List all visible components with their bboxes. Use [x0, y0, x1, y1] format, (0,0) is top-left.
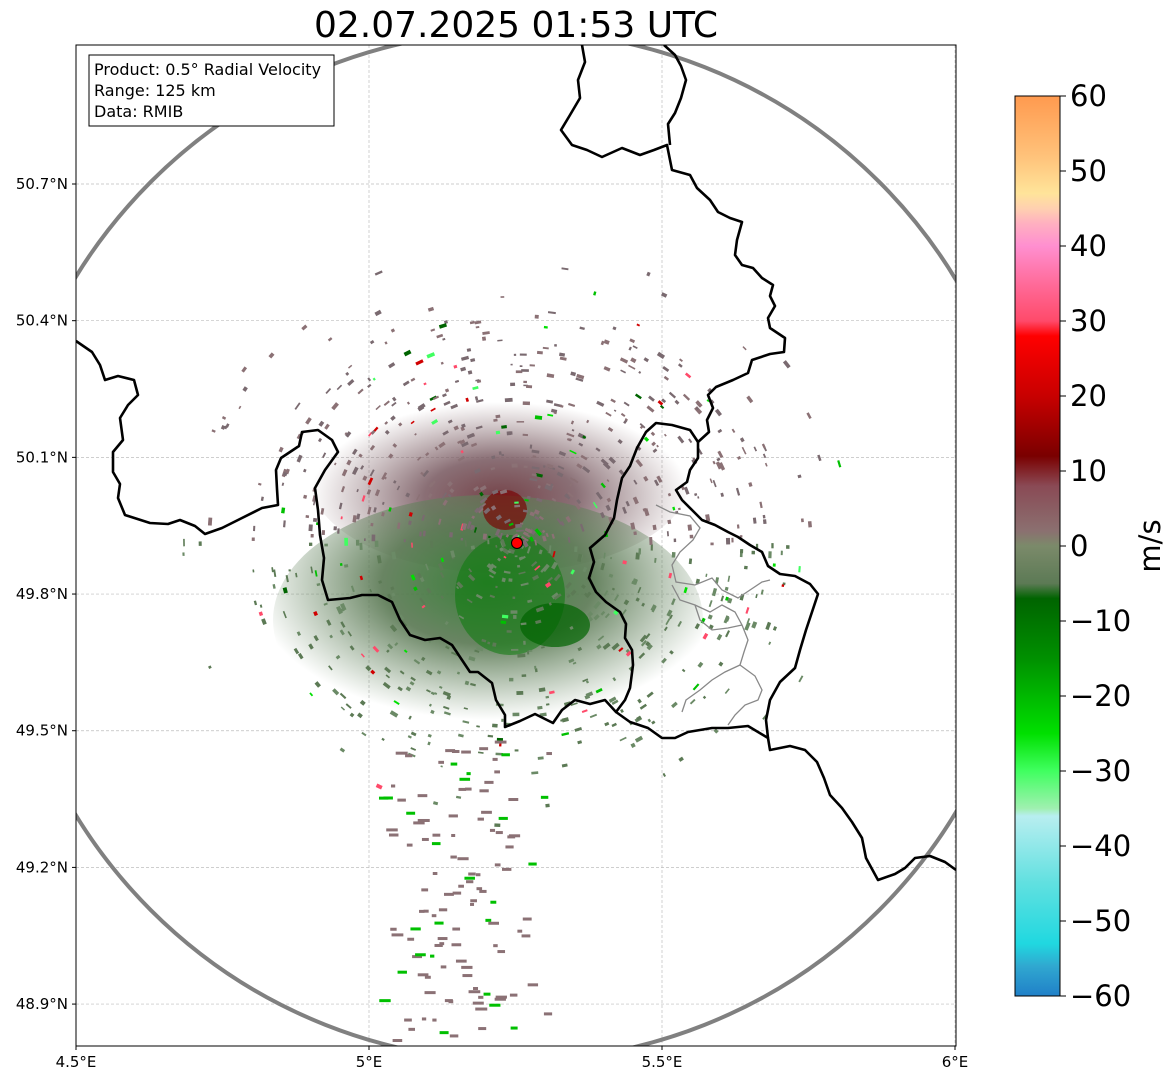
- plot-frame: [75, 44, 957, 1047]
- lat-tick-label: 50.4°N: [16, 312, 68, 330]
- colorbar-ticks: 60 50 40 30 20 10 0 −10 −20 −30 −40 −50 −60: [1060, 79, 1131, 1013]
- colorbar-tick-label: −60: [1070, 979, 1131, 1013]
- lat-tick-label: 49.5°N: [16, 722, 68, 740]
- colorbar-tick-label: −50: [1070, 904, 1131, 938]
- radar-site-marker: [511, 537, 523, 549]
- map-title: 02.07.2025 01:53 UTC: [313, 5, 719, 46]
- plot-area: [76, 45, 956, 1046]
- colorbar-tick-label: 0: [1070, 529, 1088, 563]
- region-borders: [655, 504, 771, 726]
- lat-tick-label: 50.1°N: [16, 448, 68, 466]
- colorbar-tick-label: −10: [1070, 604, 1131, 638]
- colorbar-tick-label: −20: [1070, 679, 1131, 713]
- info-data: Data: RMIB: [94, 102, 183, 121]
- radar-echoes: [182, 267, 842, 1043]
- lat-tick-label: 50.7°N: [16, 175, 68, 193]
- colorbar-unit-label: m/s: [1133, 519, 1167, 572]
- country-borders: [76, 45, 956, 882]
- lat-tick-label: 49.2°N: [16, 858, 68, 876]
- lon-tick-label: 6°E: [942, 1053, 969, 1071]
- info-range: Range: 125 km: [94, 81, 216, 100]
- colorbar-tick-label: 40: [1070, 229, 1107, 263]
- colorbar-tick-label: −40: [1070, 829, 1131, 863]
- colorbar-scale: [1014, 95, 1061, 997]
- colorbar-tick-label: −30: [1070, 754, 1131, 788]
- lat-tick-label: 49.8°N: [16, 585, 68, 603]
- colorbar-tick-label: 20: [1070, 379, 1107, 413]
- lon-tick-label: 5.5°E: [642, 1053, 683, 1071]
- info-product: Product: 0.5° Radial Velocity: [94, 60, 321, 79]
- latitude-ticks: 50.7°N 50.4°N 50.1°N 49.8°N 49.5°N 49.2°N 48.9…: [16, 175, 76, 1013]
- lon-tick-label: 4.5°E: [56, 1053, 97, 1071]
- lat-tick-label: 48.9°N: [16, 995, 68, 1013]
- colorbar: 60 50 40 30 20 10 0 −10 −20 −30 −40 −50 −60 m/s: [1014, 79, 1167, 1013]
- colorbar-tick-label: 60: [1070, 79, 1107, 113]
- lon-tick-label: 5°E: [356, 1053, 383, 1071]
- echo-speckle: [182, 267, 842, 1043]
- longitude-ticks: 4.5°E5°E5.5°E6°E6.5°E: [56, 1046, 969, 1071]
- colorbar-tick-label: 10: [1070, 454, 1107, 488]
- colorbar-tick-label: 50: [1070, 154, 1107, 188]
- info-box: Product: 0.5° Radial Velocity Range: 125…: [88, 54, 335, 127]
- colorbar-tick-label: 30: [1070, 304, 1107, 338]
